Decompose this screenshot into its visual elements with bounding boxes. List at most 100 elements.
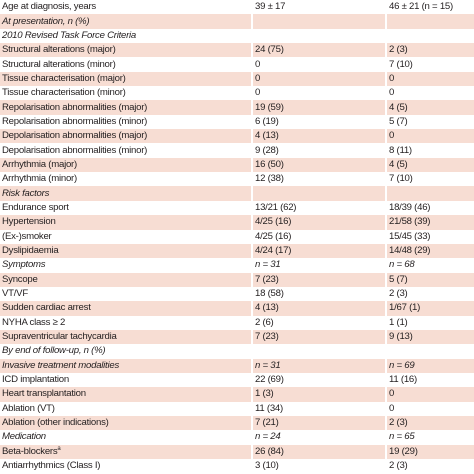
row-label: Endurance sport [0,200,253,216]
cell-text: 0 [255,87,261,99]
cell-text: Arrhythmia (minor) [2,173,77,185]
row-label: Syncope [0,272,253,287]
row-label: 2010 Revised Task Force Criteria [0,28,253,44]
value-cell [386,344,474,358]
table-row: Dyslipidaemia 4/24 (17) 14/48 (29) [0,243,474,259]
value-cell: n = 31 [252,358,387,373]
cell-text: 4/25 (16) [255,216,292,228]
cell-text: 0 [389,130,395,142]
value-cell: 16 (50) [252,157,387,173]
cell-text: 7 (10) [389,58,413,70]
row-label: Beta-blockersa [0,444,253,459]
value-cell: 7 (10) [386,57,474,71]
cell-text: 39 ± 17 [255,1,286,13]
cell-text: Tissue characterisation (major) [2,72,126,84]
value-cell: 0 [386,71,474,87]
row-label: Structural alterations (major) [0,43,253,58]
value-cell: 0 [386,387,474,402]
cell-text: Syncope [2,273,38,285]
cell-text: 7 (23) [255,273,279,285]
value-cell [252,186,387,201]
value-cell: n = 31 [252,258,387,273]
cell-text: Ablation (other indications) [2,417,109,429]
value-cell: n = 65 [386,430,474,444]
cell-text: n = 31 [255,359,281,371]
cell-text: 5 (7) [389,273,408,285]
cell-text: By end of follow-up, n (%) [2,345,106,357]
cell-text: Antiarrhythmics (Class I) [2,460,101,472]
row-label: Symptoms [0,258,253,273]
cell-text: 3 (10) [255,460,279,472]
value-cell: 2 (3) [386,287,474,301]
cell-text: At presentation, n (%) [2,15,90,27]
table-row: Hypertension 4/25 (16) 21/58 (39) [0,215,474,230]
row-label: Medication [0,430,253,445]
table-row: Age at diagnosis, years 39 ± 17 46 ± 21 (n… [0,0,474,15]
cell-text: Supraventricular tachycardia [2,331,117,343]
cell-text: Structural alterations (minor) [2,58,116,70]
value-cell: 1 (1) [386,316,474,330]
cell-text: Arrhythmia (major) [2,158,77,170]
cell-text: 4 (13) [255,130,279,142]
value-cell: 24 (75) [252,43,387,58]
cell-text: 0 [389,388,395,400]
table-row: Tissue characterisation (major) 0 0 [0,71,474,87]
cell-text: Depolarisation abnormalities (minor) [2,144,148,156]
value-cell: 26 (84) [252,444,387,459]
row-label: Arrhythmia (major) [0,157,253,173]
table-row: Arrhythmia (major) 16 (50) 4 (5) [0,157,474,173]
row-label: Structural alterations (minor) [0,57,253,72]
cell-text: 0 [389,87,395,99]
value-cell: 19 (59) [252,100,387,115]
value-cell: 0 [386,129,474,144]
cell-text: Age at diagnosis, years [2,1,96,13]
value-cell: 4/25 (16) [252,229,387,244]
value-cell: 21/58 (39) [386,215,474,230]
cell-text: 18 (58) [255,288,284,300]
value-cell: 0 [252,86,387,101]
row-label: Sudden cardiac arrest [0,301,253,316]
value-cell: 11 (34) [252,401,387,416]
value-cell: 4 (13) [252,301,387,316]
cell-text: 8 (11) [389,144,412,156]
value-cell [386,29,474,43]
cell-text: Endurance sport [2,201,69,213]
table-row: VT/VF 18 (58) 2 (3) [0,286,474,302]
cell-text: 26 (84) [255,445,284,457]
cell-text: 18/39 (46) [389,201,431,213]
table-row: Repolarisation abnormalities (minor) 6 (1… [0,114,474,130]
cell-text: Symptoms [2,259,46,271]
cell-text: VT/VF [2,288,28,300]
value-cell: 5 (7) [386,272,474,287]
value-cell [386,14,474,29]
row-label: Repolarisation abnormalities (minor) [0,114,253,130]
row-label: Depolarisation abnormalities (minor) [0,143,253,158]
row-label: Antiarrhythmics (Class I) [0,459,253,474]
value-cell: 13/21 (62) [252,200,387,216]
row-label: Hypertension [0,215,253,230]
cell-text: 11 (16) [389,374,417,386]
row-label: Heart transplantation [0,387,253,402]
value-cell: 19 (29) [386,444,474,459]
row-label: NYHA class ≥ 2 [0,315,253,330]
row-label: (Ex-)smoker [0,229,253,244]
value-cell: 2 (6) [252,315,387,330]
row-label: ICD implantation [0,372,253,388]
value-cell: 8 (11) [386,143,474,157]
table-row: By end of follow-up, n (%) [0,344,474,359]
value-cell: n = 69 [386,358,474,373]
value-cell: 2 (3) [386,415,474,431]
value-cell: 12 (38) [252,172,387,187]
cell-text: 0 [389,72,395,84]
cell-text: Ablation (VT) [2,402,55,414]
value-cell: 5 (7) [386,115,474,129]
value-cell: 4/25 (16) [252,215,387,230]
table-row: Risk factors [0,186,474,201]
value-cell: 0 [386,86,474,100]
cell-text: Medication [2,431,46,443]
cell-text: Dyslipidaemia [2,245,59,257]
cell-text: Sudden cardiac arrest [2,302,91,314]
row-label: Repolarisation abnormalities (major) [0,100,253,115]
cell-text: n = 69 [389,359,415,371]
